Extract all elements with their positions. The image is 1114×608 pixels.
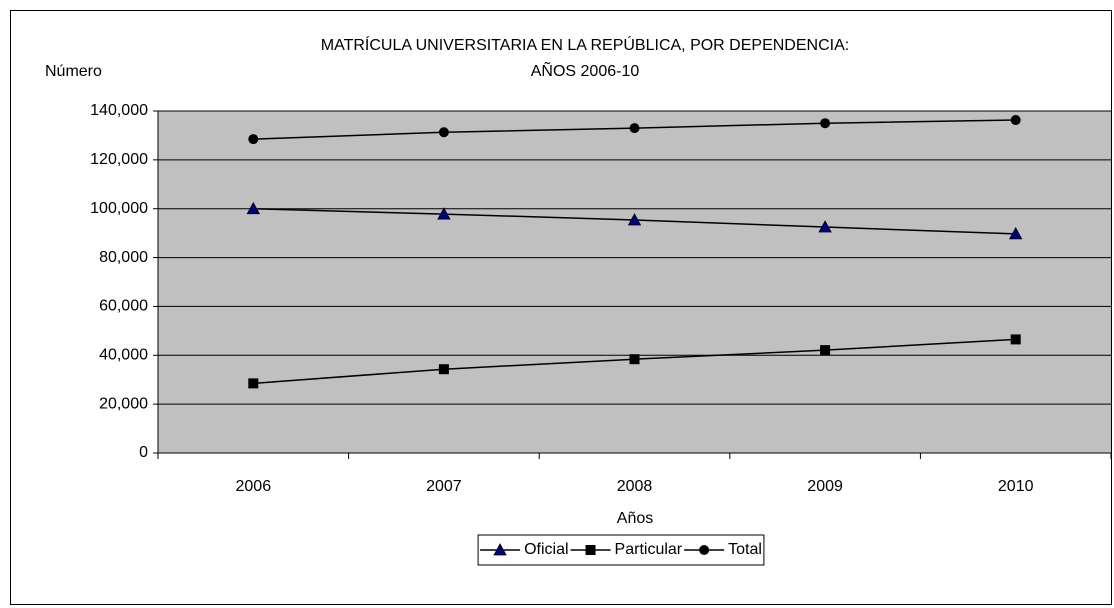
y-axis-label: Número — [45, 63, 102, 80]
marker — [248, 134, 259, 145]
y-tick-label: 0 — [139, 444, 148, 461]
plot-area — [158, 111, 1111, 453]
legend: Oficial Particular Total — [477, 534, 765, 566]
y-tick-label: 20,000 — [99, 395, 148, 412]
marker — [699, 545, 710, 555]
marker — [248, 378, 259, 389]
marker — [246, 201, 260, 215]
y-tick-label: 40,000 — [99, 347, 148, 364]
marker — [629, 123, 640, 134]
marker — [493, 543, 507, 556]
marker — [1009, 227, 1023, 240]
x-tick-label: 2007 — [426, 478, 462, 495]
marker — [1010, 334, 1021, 345]
marker — [585, 545, 596, 555]
legend-label: Particular — [615, 541, 683, 558]
y-tick-label: 80,000 — [99, 249, 148, 266]
marker — [438, 127, 449, 138]
marker — [437, 207, 451, 220]
marker — [818, 220, 832, 233]
marker — [820, 345, 831, 356]
legend-label: Total — [728, 541, 762, 558]
x-tick-label: 2008 — [617, 478, 653, 495]
chart-title: MATRÍCULA UNIVERSITARIA EN LA REPÚBLICA,… — [321, 35, 849, 54]
y-tick-label: 120,000 — [90, 151, 148, 168]
x-axis-label: Años — [617, 510, 653, 527]
y-tick-label: 60,000 — [99, 298, 148, 315]
marker — [820, 118, 831, 129]
marker — [627, 213, 642, 226]
chart-title: AÑOS 2006-10 — [531, 60, 640, 80]
x-tick-label: 2006 — [236, 478, 272, 495]
x-tick-label: 2009 — [807, 478, 843, 495]
marker — [438, 364, 449, 375]
y-tick-label: 100,000 — [90, 200, 148, 217]
legend-label: Oficial — [524, 541, 568, 558]
marker — [629, 354, 640, 365]
y-tick-label: 140,000 — [90, 102, 148, 119]
marker — [1010, 115, 1021, 126]
x-tick-label: 2010 — [998, 478, 1034, 495]
